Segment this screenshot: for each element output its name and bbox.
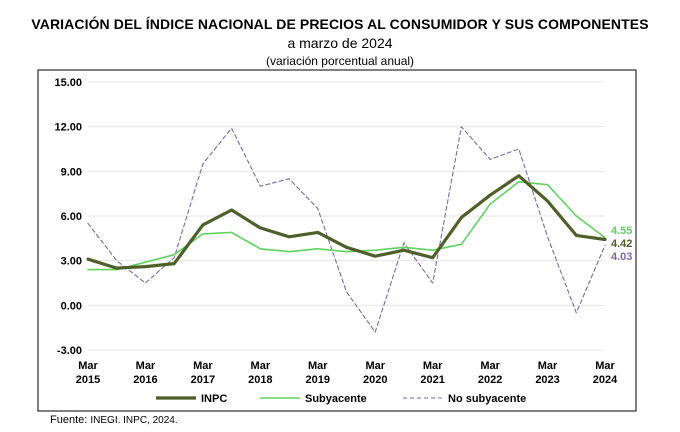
y-tick-label: 3.00 [61, 256, 82, 268]
x-tick-label-month: Mar [365, 360, 385, 372]
series-line-subyacente [87, 181, 606, 271]
y-tick-label: 9.00 [61, 166, 82, 178]
x-tick-label-year: 2016 [133, 374, 157, 386]
x-tick-label-year: 2024 [593, 374, 618, 386]
series-line-no-subyacente [87, 126, 606, 333]
y-tick-label: 0.00 [61, 300, 82, 312]
x-tick-label-year: 2019 [306, 374, 330, 386]
x-tick-label-month: Mar [423, 360, 443, 372]
x-tick-label-year: 2015 [76, 374, 100, 386]
y-tick-label: 12.00 [54, 122, 82, 134]
x-tick-label-year: 2021 [420, 374, 444, 386]
legend-label-no-subyacente: No subyacente [448, 393, 526, 405]
x-tick-label-month: Mar [308, 360, 328, 372]
end-label-no-subyacente: 4.03 [611, 251, 632, 263]
legend-label-inpc: INPC [201, 393, 227, 405]
x-tick-label-month: Mar [538, 360, 558, 372]
source-label: Fuente: [50, 414, 88, 426]
x-tick-label-month: Mar [78, 360, 98, 372]
legend-label-subyacente: Subyacente [305, 393, 367, 405]
x-tick-label-month: Mar [251, 360, 271, 372]
x-tick-label-month: Mar [136, 360, 156, 372]
chart-note: (variación porcentual anual) [265, 54, 415, 68]
chart-subtitle: a marzo de 2024 [287, 35, 393, 51]
source-value: INEGI. INPC, 2024. [90, 415, 178, 426]
x-tick-label-year: 2023 [535, 374, 559, 386]
x-tick-label-year: 2022 [478, 374, 502, 386]
chart-title: VARIACIÓN DEL ÍNDICE NACIONAL DE PRECIOS… [31, 16, 649, 32]
end-labels: 4.424.55 4.03 [611, 225, 632, 263]
x-tick-label-year: 2017 [191, 374, 215, 386]
end-label-subyacente: 4.55 [611, 225, 632, 237]
y-tick-label: 15.00 [54, 77, 82, 89]
chart-frame [37, 69, 637, 412]
x-tick-label-month: Mar [193, 360, 213, 372]
series-lines [86, 126, 607, 333]
y-tick-label: -3.00 [57, 345, 82, 357]
y-axis: 15.00 12.00 9.00 6.00 3.00 0.00 -3.00 [54, 77, 82, 357]
series-line-inpc [86, 174, 607, 270]
source-note: Fuente: INEGI. INPC, 2024. [50, 414, 178, 426]
x-axis: Mar 2015 Mar 2016 Mar 2017 Mar 2018 Mar 2019 Mar 20… [76, 360, 618, 386]
x-tick-label-month: Mar [480, 360, 500, 372]
x-tick-label-year: 2020 [363, 374, 387, 386]
end-label-inpc: 4.42 [611, 238, 632, 250]
gridlines [88, 81, 605, 351]
x-tick-label-month: Mar [595, 360, 615, 372]
y-tick-label: 6.00 [61, 211, 82, 223]
x-tick-label-year: 2018 [248, 374, 272, 386]
legend: INPC Subyacente No subyacente [156, 393, 526, 405]
